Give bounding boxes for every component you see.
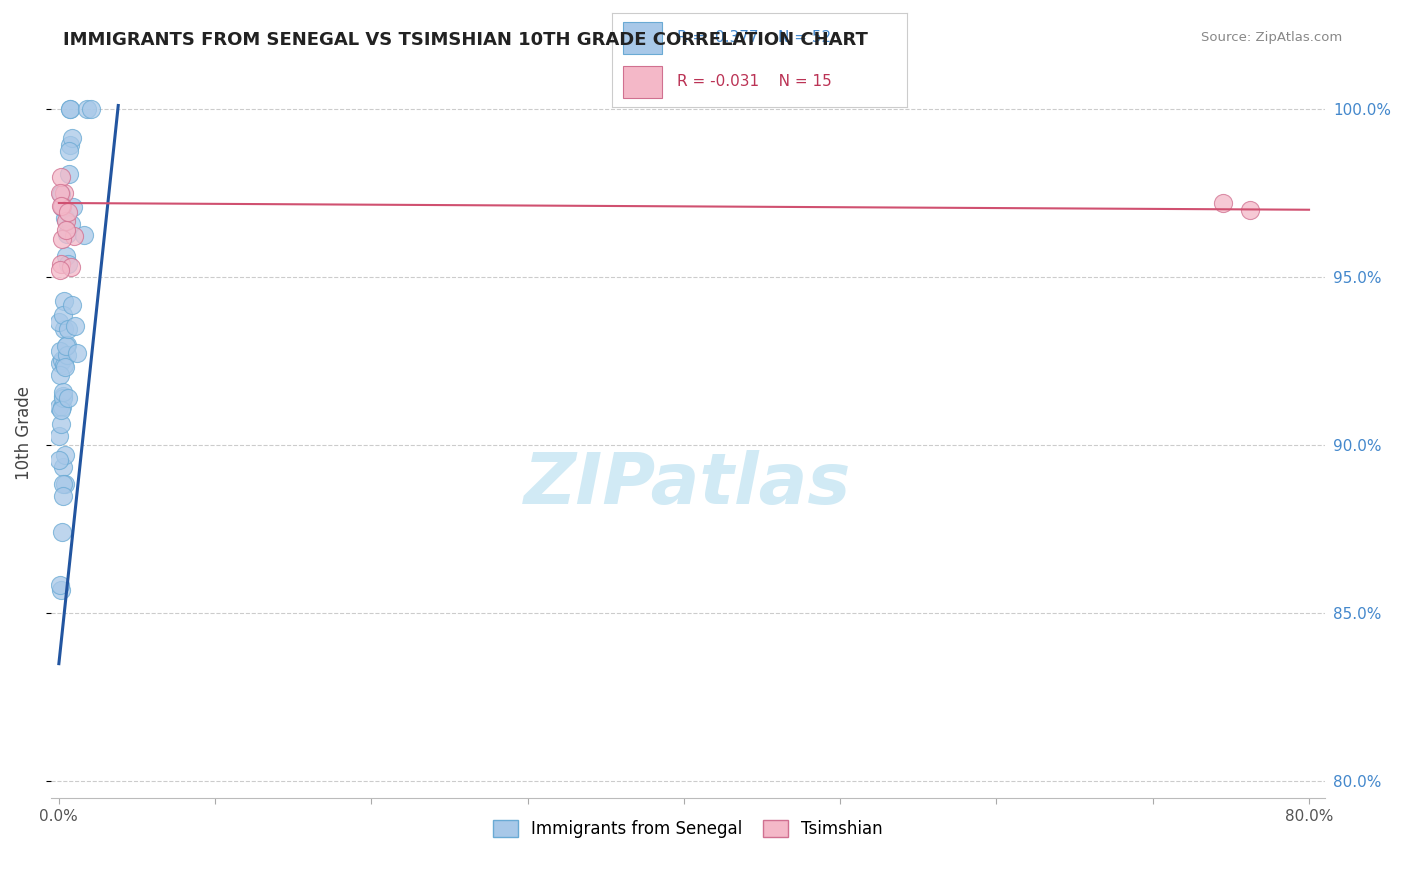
Point <box>51 400 73 414</box>
Legend: Immigrants from Senegal, Tsimshian: Immigrants from Senegal, Tsimshian <box>486 813 890 845</box>
Point <box>52 308 75 322</box>
Point <box>51 524 73 539</box>
Point <box>48 315 70 329</box>
Point <box>52 389 75 403</box>
Point <box>51 403 73 417</box>
Point <box>59 102 82 116</box>
Point <box>51 384 73 399</box>
Point <box>56 392 79 406</box>
Point <box>1239 202 1261 217</box>
Point <box>49 263 72 277</box>
Point <box>80 102 103 116</box>
Point <box>73 227 96 242</box>
Point <box>56 205 79 219</box>
Point <box>52 477 75 491</box>
Point <box>51 583 73 598</box>
Point <box>60 297 83 311</box>
Point <box>55 360 77 375</box>
Point <box>53 211 76 225</box>
Point <box>55 213 77 227</box>
Point <box>51 232 73 246</box>
Point <box>56 348 79 362</box>
Text: Source: ZipAtlas.com: Source: ZipAtlas.com <box>1202 31 1343 45</box>
Point <box>53 358 76 372</box>
Point <box>58 144 80 158</box>
Point <box>51 199 73 213</box>
Point <box>55 339 77 353</box>
Text: R = -0.031    N = 15: R = -0.031 N = 15 <box>676 74 831 89</box>
Point <box>62 200 84 214</box>
Point <box>49 257 72 271</box>
FancyBboxPatch shape <box>623 21 662 54</box>
Point <box>58 168 80 182</box>
Point <box>52 322 75 336</box>
Point <box>48 186 70 200</box>
Point <box>51 200 73 214</box>
Point <box>63 229 86 244</box>
Point <box>58 322 80 336</box>
Point <box>59 102 82 116</box>
Text: R =  0.377    N = 52: R = 0.377 N = 52 <box>676 30 831 45</box>
Point <box>63 318 86 333</box>
Point <box>55 338 77 352</box>
Text: IMMIGRANTS FROM SENEGAL VS TSIMSHIAN 10TH GRADE CORRELATION CHART: IMMIGRANTS FROM SENEGAL VS TSIMSHIAN 10T… <box>63 31 868 49</box>
Text: ZIPatlas: ZIPatlas <box>524 450 852 519</box>
Point <box>66 345 89 359</box>
Point <box>52 489 75 503</box>
Point <box>76 102 98 116</box>
Point <box>49 199 72 213</box>
Point <box>48 453 70 467</box>
Point <box>60 130 83 145</box>
Point <box>48 401 70 415</box>
Point <box>52 294 75 309</box>
Point <box>49 356 72 370</box>
Point <box>51 353 73 368</box>
Point <box>56 227 79 241</box>
Point <box>51 459 73 474</box>
Point <box>49 578 72 592</box>
Point <box>60 217 83 231</box>
FancyBboxPatch shape <box>623 66 662 98</box>
Point <box>56 256 79 270</box>
Point <box>55 249 77 263</box>
Y-axis label: 10th Grade: 10th Grade <box>15 386 32 480</box>
Point <box>49 417 72 431</box>
Point <box>52 186 75 200</box>
Point <box>49 170 72 185</box>
Point <box>1212 196 1234 211</box>
Point <box>59 260 82 274</box>
Point <box>49 368 72 382</box>
Point <box>55 223 77 237</box>
Point <box>52 391 75 405</box>
Point <box>49 343 72 358</box>
Point <box>49 186 72 201</box>
Point <box>53 448 76 462</box>
Point <box>53 477 76 491</box>
Point <box>59 138 82 153</box>
Point <box>48 428 70 442</box>
